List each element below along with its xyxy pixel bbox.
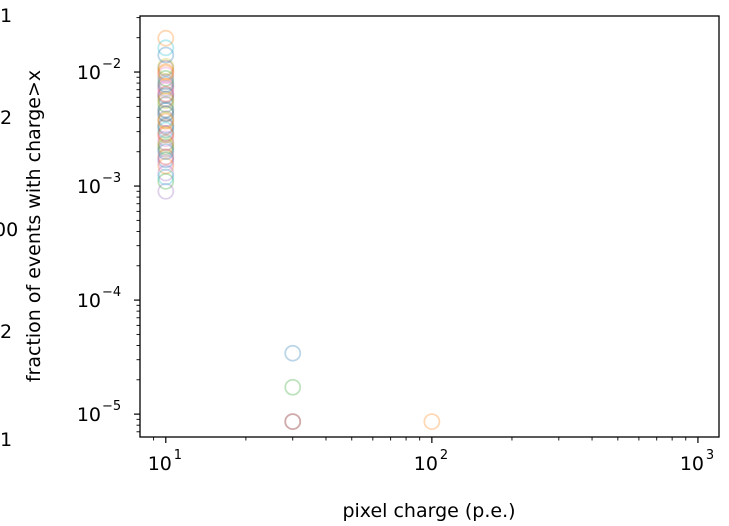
data-point-0-4 (284, 344, 302, 362)
plot-frame (139, 15, 720, 438)
y-tick-label-3: 10 (77, 62, 101, 84)
y-tick-label-1: 10 (77, 290, 101, 312)
data-point-6-2 (157, 154, 175, 172)
data-point-3-1 (157, 124, 175, 142)
x-tick-label-1: 10 (414, 453, 438, 475)
data-point-2-1 (157, 138, 175, 156)
data-point-11-2 (157, 143, 175, 161)
data-point-7-0 (157, 140, 175, 158)
y-tick-exponent-0: −5 (102, 399, 121, 414)
data-point-7-3 (284, 413, 302, 430)
y-tick-label-0: 10 (77, 404, 101, 426)
data-point-2-2 (157, 69, 175, 87)
data-point-10-1 (157, 63, 175, 80)
data-point-4-0 (157, 182, 175, 200)
data-point-8-1 (157, 111, 175, 129)
data-point-11-0 (157, 46, 175, 64)
edge-label-1: 2 (0, 107, 12, 129)
left-edge-labels: 1 2 00 2 1 (0, 5, 18, 451)
y-tick-exponent-2: −3 (102, 171, 121, 186)
edge-label-2: 00 (0, 219, 18, 241)
data-point-6-0 (157, 82, 175, 99)
data-point-1-3 (157, 157, 175, 175)
data-point-0-1 (157, 102, 175, 119)
x-tick-exponent-2: 3 (706, 448, 714, 463)
edge-label-0: 1 (0, 5, 12, 27)
data-point-4-2 (157, 79, 175, 97)
data-point-6-3 (157, 66, 175, 84)
data-point-11-1 (157, 75, 175, 93)
x-axis-label: pixel charge (p.e.) (342, 500, 515, 522)
data-point-9-2 (157, 121, 175, 139)
data-point-2-0 (157, 96, 175, 113)
data-point-2-4 (284, 378, 302, 396)
data-point-9-3 (157, 168, 175, 186)
y-axis-ticks: 10−510−410−310−2 (77, 17, 140, 433)
data-point-5-2 (157, 90, 175, 108)
data-point-1-4 (423, 413, 441, 430)
data-point-6-1 (157, 130, 175, 148)
data-point-9-1 (157, 105, 175, 123)
y-axis-label: fraction of events with charge>x (23, 70, 45, 382)
data-point-1-2 (157, 77, 175, 95)
data-points (157, 29, 441, 430)
data-point-5-0 (157, 59, 175, 77)
data-point-2-3 (157, 172, 175, 190)
data-point-8-3 (157, 136, 175, 154)
data-point-3-0 (157, 85, 175, 103)
data-point-1-0 (157, 64, 175, 82)
data-point-0-0 (157, 117, 175, 134)
data-point-5-1 (157, 118, 175, 136)
y-tick-exponent-1: −4 (102, 285, 121, 300)
data-point-10-2 (157, 112, 175, 130)
x-tick-exponent-0: 1 (174, 448, 182, 463)
plot-area (157, 29, 441, 430)
data-point-10-0 (157, 29, 175, 47)
data-point-7-2 (157, 101, 175, 118)
data-point-1-1 (157, 126, 175, 144)
y-tick-label-2: 10 (77, 176, 101, 198)
data-point-0-2 (157, 151, 175, 169)
data-point-5-3 (157, 134, 175, 152)
edge-label-4: 1 (0, 429, 12, 451)
data-point-4-1 (157, 110, 175, 128)
x-tick-label-2: 10 (680, 453, 704, 475)
data-point-3-2 (157, 148, 175, 166)
data-point-9-0 (157, 39, 175, 57)
x-tick-label-0: 10 (148, 453, 172, 475)
x-axis-ticks: 10 1 10 2 10 3 (148, 437, 714, 475)
data-point-3-4 (284, 413, 302, 430)
data-point-3-3 (157, 105, 175, 123)
x-tick-exponent-1: 2 (440, 448, 448, 463)
data-point-8-0 (157, 58, 175, 75)
data-point-0-3 (157, 87, 175, 105)
data-point-4-3 (157, 164, 175, 182)
edge-label-3: 2 (0, 321, 12, 343)
y-tick-exponent-3: −2 (102, 57, 121, 72)
data-point-7-1 (157, 73, 175, 91)
data-point-8-2 (157, 92, 175, 110)
